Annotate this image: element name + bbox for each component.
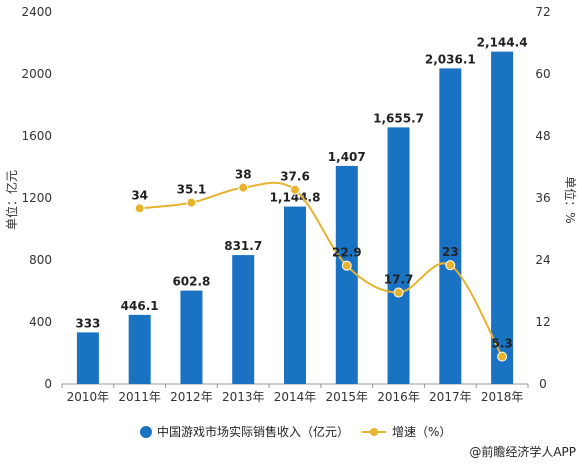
line-point: [393, 287, 404, 298]
right-y-tick-label: 72: [535, 5, 550, 19]
left-y-tick-label: 1200: [21, 191, 52, 205]
bar-value-label: 602.8: [172, 275, 210, 289]
right-y-tick-label: 12: [535, 315, 550, 329]
line-point: [238, 182, 249, 193]
line-value-label: 23: [442, 245, 459, 259]
bar-value-label: 2,036.1: [425, 52, 476, 66]
right-y-tick-label: 60: [535, 67, 550, 81]
left-y-ticks: 0 400 800 1200 1600 2000 2400: [21, 5, 52, 391]
bar-value-label: 831.7: [224, 239, 262, 253]
bar-value-label: 2,144.4: [477, 36, 528, 50]
left-y-tick-label: 1600: [21, 129, 52, 143]
line-point: [497, 351, 508, 362]
x-tick-label: 2014年: [274, 390, 317, 404]
x-tick-label: 2017年: [429, 390, 472, 404]
left-y-tick-label: 2400: [21, 5, 52, 19]
left-axis-title: 单位：亿元: [4, 170, 19, 230]
bar-value-label: 333: [75, 316, 100, 330]
x-tick-label: 2013年: [222, 390, 265, 404]
line-value-label: 38: [235, 168, 252, 182]
bar: [335, 165, 358, 384]
bar-value-label: 446.1: [121, 299, 159, 313]
x-ticks: 2010年 2011年 2012年 2013年 2014年 2015年 2016年 2017年…: [61, 384, 529, 404]
line-point: [186, 197, 197, 208]
line-data-labels: 34 35.1 38 37.6 22.9 17.7 23 5.3: [131, 168, 512, 351]
line-value-label: 37.6: [280, 170, 310, 184]
right-y-tick-label: 0: [539, 377, 547, 391]
x-tick-label: 2012年: [170, 390, 213, 404]
right-y-tick-label: 48: [535, 129, 550, 143]
left-y-tick-label: 0: [44, 377, 52, 391]
line-value-label: 17.7: [384, 273, 414, 287]
right-y-ticks: 0 12 24 36 48 60 72: [535, 5, 550, 391]
bar: [284, 206, 306, 384]
left-y-tick-label: 800: [29, 253, 52, 267]
left-y-tick-label: 2000: [21, 67, 52, 81]
line-point: [445, 260, 456, 271]
bar: [128, 314, 151, 384]
x-tick-label: 2016年: [377, 390, 420, 404]
bar: [180, 290, 203, 384]
bar-value-label: 1,144.8: [270, 191, 321, 205]
bar: [76, 332, 99, 384]
line-point: [341, 260, 352, 271]
x-tick-label: 2018年: [481, 390, 524, 404]
line-value-label: 35.1: [177, 183, 207, 197]
legend-line-marker: [370, 428, 378, 436]
line-value-label: 34: [131, 188, 148, 202]
line-series: [134, 181, 508, 362]
bar: [491, 51, 514, 384]
legend: 中国游戏市场实际销售收入（亿元） 增速（%）: [140, 424, 451, 439]
x-tick-label: 2015年: [326, 390, 369, 404]
bar: [387, 127, 410, 384]
right-y-tick-label: 36: [535, 191, 550, 205]
footer-source: @前瞻经济学人APP: [469, 444, 576, 459]
legend-line-label: 增速（%）: [392, 425, 451, 439]
legend-bar-label: 中国游戏市场实际销售收入（亿元）: [157, 424, 349, 439]
line-value-label: 5.3: [491, 337, 512, 351]
bar-series: [76, 51, 514, 384]
bar: [439, 68, 462, 384]
x-tick-label: 2010年: [67, 390, 110, 404]
line-point: [290, 184, 300, 195]
line-point: [134, 203, 145, 214]
bar-value-label: 1,655.7: [373, 111, 424, 125]
legend-bar-swatch: [140, 426, 152, 438]
left-y-tick-label: 400: [29, 315, 52, 329]
line-value-label: 22.9: [332, 246, 362, 260]
footer: @前瞻经济学人APP: [469, 444, 576, 459]
right-axis-title: 单位：%: [563, 176, 578, 223]
bar-data-labels: 333 446.1 602.8 831.7 1,144.8 1,407 1,655.7 2,0…: [75, 36, 527, 331]
bar: [232, 255, 255, 384]
right-y-tick-label: 24: [535, 253, 550, 267]
x-tick-label: 2011年: [118, 390, 161, 404]
bar-value-label: 1,407: [328, 150, 366, 164]
